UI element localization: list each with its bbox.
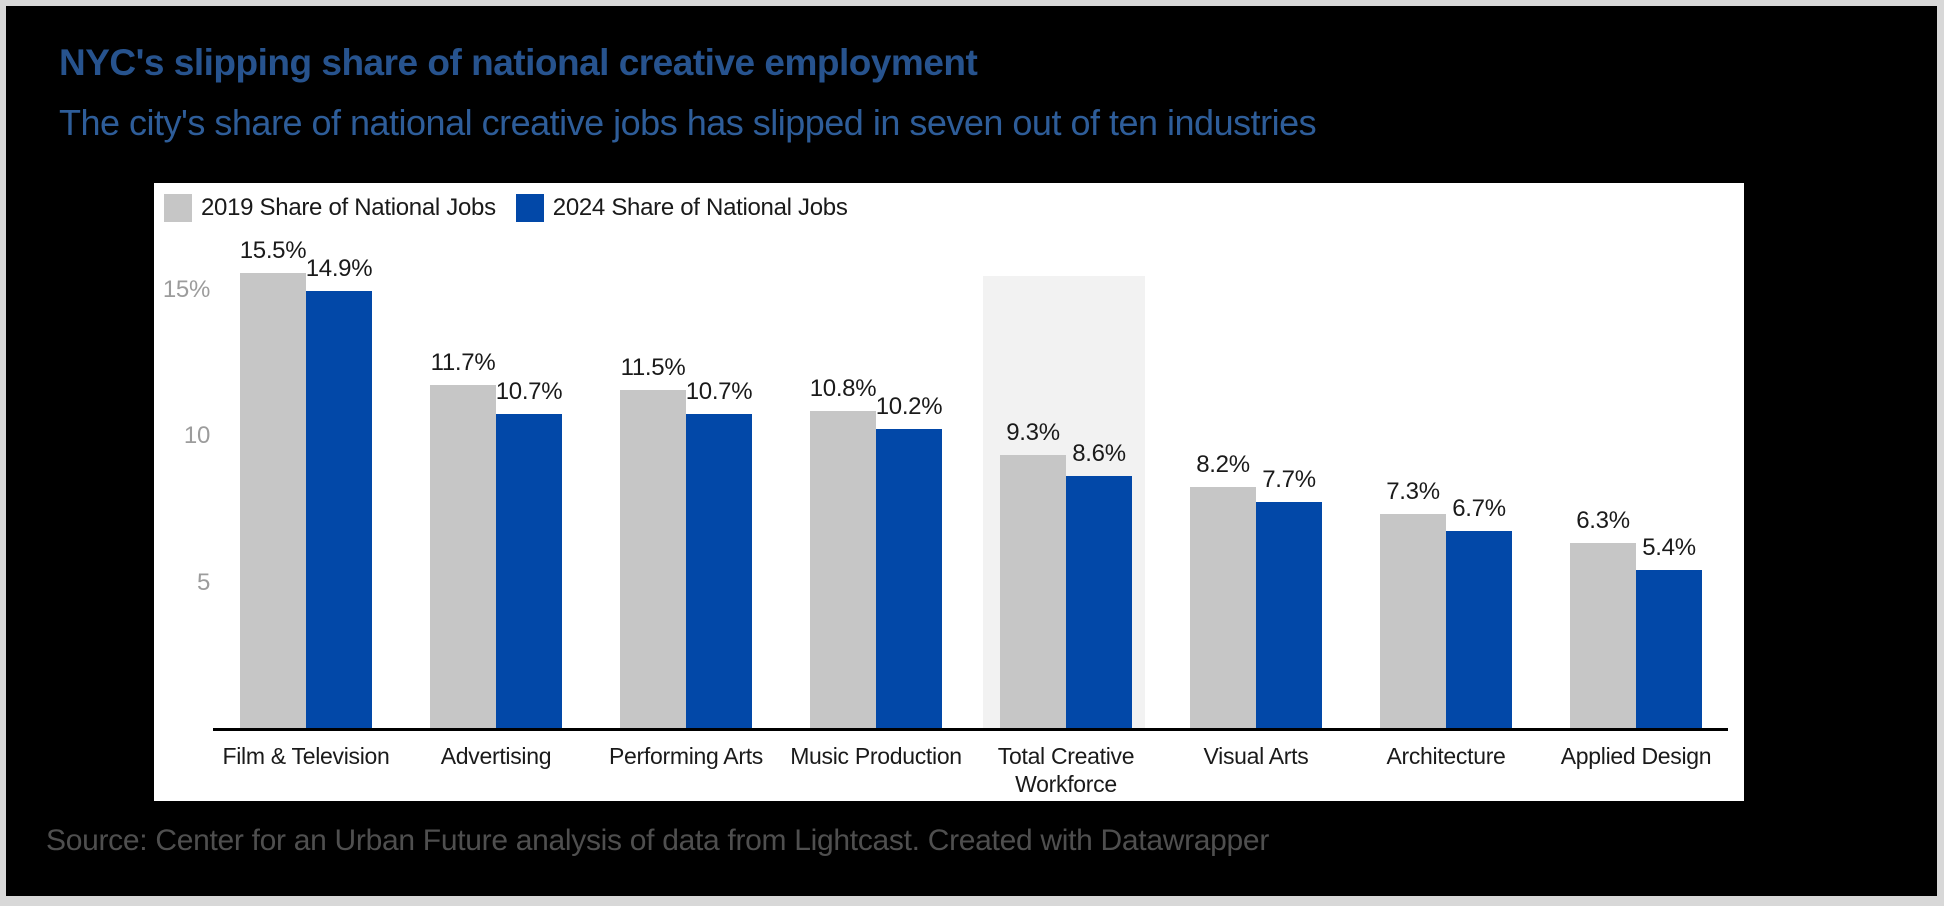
value-label: 5.4% (1642, 534, 1696, 561)
chart-subtitle: The city's share of national creative jo… (59, 102, 1317, 143)
value-label: 14.9% (305, 255, 373, 282)
bar-2019 (620, 390, 686, 728)
value-label: 9.3% (1006, 419, 1060, 446)
bar-2024 (306, 291, 372, 728)
legend-item-2024: 2024 Share of National Jobs (515, 194, 848, 222)
legend-label-2024: 2024 Share of National Jobs (552, 194, 848, 221)
y-axis-tick: 15% (162, 276, 210, 303)
value-label: 10.2% (875, 393, 943, 420)
category-label: Architecture (1386, 743, 1506, 769)
category-label: Performing Arts (609, 743, 763, 769)
bar-2019 (240, 273, 306, 728)
bar-2019 (1380, 514, 1446, 728)
y-axis-tick: 10 (183, 422, 210, 449)
bar-2024 (876, 429, 942, 728)
value-label: 10.7% (685, 378, 753, 405)
bar-2019 (810, 411, 876, 728)
legend-item-2019: 2019 Share of National Jobs (164, 194, 496, 222)
value-label: 6.7% (1452, 495, 1506, 522)
chart-canvas: NYC's slipping share of national creativ… (6, 6, 1937, 896)
x-axis-line (213, 728, 1728, 731)
value-label: 11.5% (620, 354, 686, 381)
plot-area: 2019 Share of National Jobs 2024 Share o… (154, 183, 1744, 801)
category-label: Applied Design (1560, 743, 1712, 769)
value-label: 6.3% (1576, 507, 1630, 534)
y-axis-tick: 5 (196, 569, 210, 596)
bar-2024 (1066, 476, 1132, 728)
bar-2024 (1636, 570, 1702, 728)
legend-swatch-2019 (164, 194, 192, 222)
category-label: Total Creative Workforce (997, 743, 1135, 797)
bar-2019 (1000, 455, 1066, 728)
category-label: Advertising (440, 743, 552, 769)
bar-2019 (430, 385, 496, 728)
bar-2024 (686, 414, 752, 728)
bar-2024 (1256, 502, 1322, 728)
value-label: 10.8% (809, 375, 877, 402)
legend-swatch-2024 (515, 194, 544, 222)
chart-title: NYC's slipping share of national creativ… (59, 42, 978, 83)
bar-2024 (1446, 531, 1512, 728)
value-label: 7.7% (1262, 466, 1316, 493)
category-label: Visual Arts (1203, 743, 1309, 769)
value-label: 11.7% (430, 349, 496, 376)
legend-label-2019: 2019 Share of National Jobs (201, 194, 496, 221)
bar-2024 (496, 414, 562, 728)
bar-2019 (1570, 543, 1636, 728)
category-label: Film & Television (222, 743, 390, 769)
value-label: 8.6% (1072, 440, 1126, 467)
value-label: 10.7% (495, 378, 563, 405)
source-note: Source: Center for an Urban Future analy… (46, 824, 1270, 857)
bar-2019 (1190, 487, 1256, 728)
category-label: Music Production (790, 743, 962, 769)
value-label: 8.2% (1196, 451, 1250, 478)
value-label: 7.3% (1386, 478, 1440, 505)
value-label: 15.5% (239, 237, 307, 264)
legend: 2019 Share of National Jobs 2024 Share o… (164, 194, 848, 222)
